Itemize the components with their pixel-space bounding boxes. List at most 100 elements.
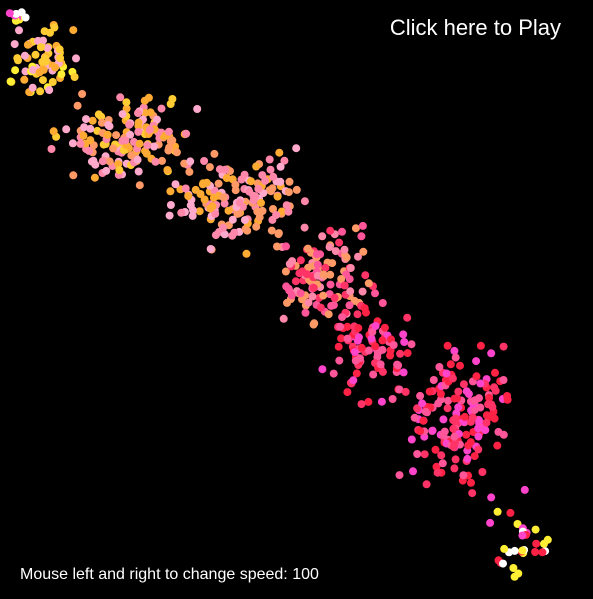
particle [380, 323, 389, 332]
particle [470, 396, 479, 405]
particle [269, 205, 277, 213]
particle [354, 324, 363, 333]
particle [196, 190, 205, 198]
particle [87, 157, 96, 166]
particle [68, 139, 77, 148]
particle [298, 295, 306, 304]
particle [487, 493, 496, 502]
particle [112, 131, 121, 140]
particle [440, 427, 449, 436]
particle [448, 374, 457, 383]
particle [134, 109, 142, 118]
particle [460, 412, 469, 421]
particle [219, 223, 228, 232]
particle [296, 256, 305, 265]
particle [476, 341, 485, 350]
particle [418, 399, 427, 408]
particle [378, 367, 387, 376]
particle [449, 424, 458, 433]
particle [277, 207, 286, 216]
particle [45, 86, 54, 94]
particle [215, 165, 224, 174]
particle [257, 198, 265, 207]
particle [518, 531, 527, 540]
particle [291, 277, 300, 286]
particle [62, 125, 71, 134]
particle [326, 270, 335, 279]
particle [284, 188, 293, 197]
particle [98, 157, 107, 166]
particle [345, 275, 354, 284]
particle [47, 145, 56, 153]
particle [220, 199, 229, 208]
particle [403, 349, 412, 358]
particle [490, 414, 499, 423]
particle [135, 181, 144, 190]
particle [532, 539, 541, 548]
particle [36, 43, 45, 52]
particle [133, 155, 142, 164]
particle [394, 361, 403, 370]
particle [454, 387, 463, 396]
particle [118, 110, 127, 119]
particle [518, 546, 527, 555]
particle [39, 36, 47, 45]
particle [151, 157, 160, 166]
particle [186, 157, 195, 166]
particle [231, 180, 240, 189]
particle [85, 146, 93, 155]
particle [456, 361, 464, 370]
particle [319, 270, 328, 279]
particle [342, 253, 351, 262]
particle [282, 242, 290, 251]
particle [309, 320, 318, 329]
particle [240, 216, 249, 225]
particle [490, 383, 499, 392]
particle [86, 124, 95, 133]
particle [157, 104, 166, 113]
particle [438, 459, 447, 468]
particle [23, 40, 32, 49]
particle [12, 9, 21, 18]
particle [484, 400, 493, 409]
particle [146, 108, 155, 117]
particle [134, 127, 143, 136]
particle [319, 291, 328, 300]
particle [245, 187, 254, 196]
particle [349, 376, 358, 385]
particle [181, 184, 190, 193]
particle [403, 313, 412, 322]
particle [358, 221, 367, 230]
particle [49, 127, 58, 136]
particle [425, 387, 434, 396]
particle [301, 308, 310, 317]
particle [419, 416, 428, 425]
particle [413, 450, 422, 458]
particle [395, 385, 404, 394]
particle [409, 467, 417, 476]
particle [364, 279, 373, 288]
particle [237, 175, 246, 184]
particle [35, 68, 44, 77]
particle [371, 322, 380, 330]
particle [482, 411, 491, 420]
particle [211, 231, 220, 240]
play-button[interactable]: Click here to Play [389, 15, 561, 40]
particle [72, 54, 80, 63]
particle [472, 357, 481, 366]
particle [399, 330, 408, 339]
particle [335, 238, 344, 247]
particle [273, 242, 281, 251]
particle [451, 455, 460, 464]
particle [378, 336, 387, 345]
particle [428, 426, 437, 435]
particle [211, 209, 220, 218]
particle [337, 334, 346, 343]
particle [295, 269, 304, 278]
particle [114, 160, 123, 169]
particle [493, 507, 502, 516]
particle [38, 57, 47, 66]
particle [269, 172, 278, 181]
particle [254, 184, 263, 193]
